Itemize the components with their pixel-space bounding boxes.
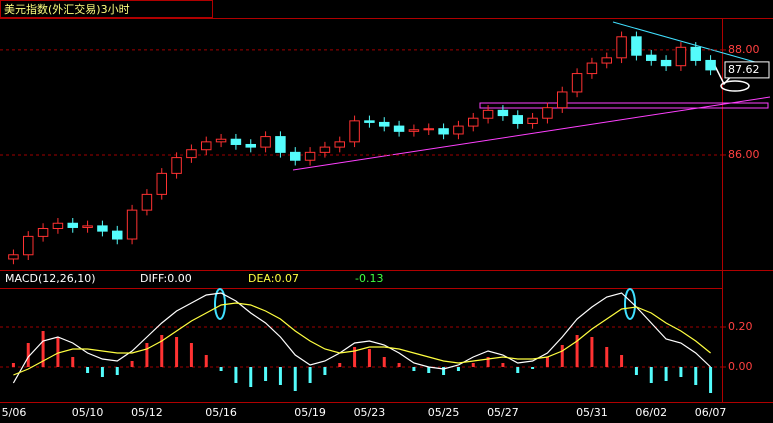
candle-body xyxy=(334,141,345,148)
x-tick-label: 06/07 xyxy=(695,406,727,419)
x-tick-label: 05/19 xyxy=(294,406,326,419)
candle-body xyxy=(705,59,716,71)
candle-body xyxy=(393,125,405,132)
trend-line xyxy=(292,96,771,171)
candle-body xyxy=(186,149,197,159)
y-tick-label: 88.00 xyxy=(728,43,760,56)
diff-label: DIFF:0.00 xyxy=(140,272,192,285)
candle-body xyxy=(290,151,301,161)
candle-body xyxy=(126,209,138,240)
candle-body xyxy=(408,129,420,132)
candle-body xyxy=(438,128,449,135)
candle-body xyxy=(201,141,212,151)
candle-body xyxy=(660,59,672,67)
candle-body xyxy=(37,228,49,237)
macd-label: -0.13 xyxy=(355,272,383,285)
candle-body xyxy=(690,46,701,61)
candle-body xyxy=(364,120,375,123)
title-box xyxy=(0,0,213,18)
candle-body xyxy=(675,46,687,67)
last-price-box xyxy=(724,61,770,79)
last-price: 87.62 xyxy=(728,63,760,76)
candle-body xyxy=(349,120,360,143)
candle-body xyxy=(586,62,598,75)
x-tick-label: 05/10 xyxy=(72,406,104,419)
dea-label: DEA:0.07 xyxy=(248,272,299,285)
candle-body xyxy=(141,193,153,211)
candle-body xyxy=(468,117,479,127)
candle-body xyxy=(245,143,256,148)
macd-line xyxy=(13,302,711,376)
x-tick-label: 05/12 xyxy=(131,406,163,419)
candle-body xyxy=(482,109,494,119)
highlight xyxy=(720,80,750,92)
candle-body xyxy=(512,115,523,124)
candle-body xyxy=(646,54,657,61)
x-tick-label: 5/06 xyxy=(2,406,27,419)
indicator-label: MACD(12,26,10) xyxy=(5,272,96,285)
candle-body xyxy=(527,117,538,124)
candle-body xyxy=(616,36,627,59)
candle-body xyxy=(97,225,108,232)
candle-body xyxy=(82,225,93,228)
highlight xyxy=(624,288,636,320)
candle-body xyxy=(379,121,390,127)
candle-body xyxy=(304,151,316,161)
x-tick-label: 05/23 xyxy=(354,406,386,419)
chart-title: 美元指数(外汇交易)3小时 xyxy=(4,2,130,16)
candle-body xyxy=(67,222,78,228)
x-tick-label: 05/31 xyxy=(576,406,608,419)
candle-body xyxy=(453,125,464,135)
x-tick-label: 05/16 xyxy=(205,406,237,419)
candle-body xyxy=(23,235,34,256)
candle-body xyxy=(52,222,64,230)
candle-body xyxy=(557,91,568,109)
candle-body xyxy=(112,230,123,240)
x-tick-label: 05/27 xyxy=(487,406,519,419)
y-tick-label: 86.00 xyxy=(728,148,760,161)
candle-body xyxy=(215,138,227,143)
candle-body xyxy=(319,146,331,153)
y-tick-label: 0.00 xyxy=(728,360,753,373)
x-tick-label: 05/25 xyxy=(428,406,460,419)
candle-body xyxy=(230,138,242,145)
candle-body xyxy=(275,136,286,153)
x-tick-label: 06/02 xyxy=(635,406,667,419)
y-tick-label: 0.20 xyxy=(728,320,753,333)
trend-line xyxy=(612,21,756,63)
candle-body xyxy=(571,73,583,93)
candle-body xyxy=(8,254,19,260)
candle-body xyxy=(260,136,271,148)
range-box xyxy=(479,102,769,109)
candle-body xyxy=(156,172,167,195)
candle-body xyxy=(601,57,612,64)
candle-body xyxy=(497,109,509,117)
candle-body xyxy=(631,36,642,56)
candle-body xyxy=(423,128,434,131)
candle-body xyxy=(171,157,182,174)
candle-body xyxy=(542,107,553,119)
